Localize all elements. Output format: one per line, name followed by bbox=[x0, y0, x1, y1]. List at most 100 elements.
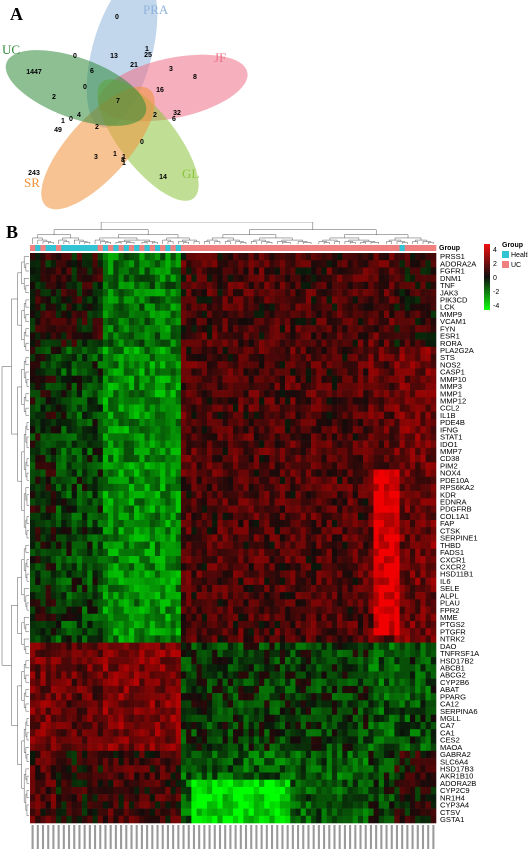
heatmap-cell bbox=[253, 375, 260, 384]
heatmap-cell bbox=[352, 426, 359, 434]
heatmap-cell bbox=[331, 462, 338, 470]
heatmap-cell bbox=[165, 628, 171, 636]
heatmap-cell bbox=[30, 541, 36, 550]
heatmap-cell bbox=[154, 592, 161, 600]
heatmap-cell bbox=[212, 519, 218, 528]
heatmap-cell bbox=[326, 339, 333, 348]
heatmap-cell bbox=[253, 411, 260, 420]
heatmap-cell bbox=[394, 418, 400, 427]
heatmap-cell bbox=[399, 433, 406, 441]
heatmap-cell bbox=[35, 671, 41, 679]
heatmap-cell bbox=[175, 512, 182, 521]
heatmap-cell bbox=[253, 541, 260, 550]
heatmap-cell bbox=[305, 368, 312, 376]
heatmap-cell bbox=[56, 592, 62, 600]
heatmap-cell bbox=[144, 368, 151, 376]
heatmap-cell bbox=[425, 570, 432, 578]
heatmap-cell bbox=[259, 455, 265, 463]
heatmap-cell bbox=[311, 570, 317, 578]
heatmap-cell bbox=[409, 534, 416, 542]
heatmap-cell bbox=[295, 390, 301, 398]
heatmap-cell bbox=[71, 253, 78, 261]
heatmap-cell bbox=[118, 361, 124, 369]
heatmap-cell bbox=[342, 563, 348, 571]
heatmap-cell bbox=[118, 397, 124, 405]
heatmap-cell bbox=[420, 606, 426, 615]
heatmap-cell bbox=[337, 491, 343, 499]
heatmap-cell bbox=[82, 390, 88, 398]
heatmap-cell bbox=[337, 303, 343, 312]
heatmap-cell bbox=[321, 267, 327, 275]
heatmap-cell bbox=[305, 483, 312, 492]
heatmap-cell bbox=[285, 664, 291, 672]
heatmap-cell bbox=[92, 404, 98, 413]
heatmap-cell bbox=[139, 354, 145, 362]
venn-count: 1447 bbox=[26, 69, 42, 76]
heatmap-cell bbox=[175, 556, 182, 564]
heatmap-cell bbox=[144, 253, 151, 261]
heatmap-cell bbox=[66, 577, 72, 586]
heatmap-cell bbox=[165, 606, 171, 615]
heatmap-cell bbox=[71, 548, 78, 557]
heatmap-cell bbox=[316, 390, 322, 398]
heatmap-cell bbox=[316, 635, 322, 643]
heatmap-cell bbox=[175, 469, 182, 477]
heatmap-cell bbox=[35, 375, 41, 384]
heatmap-cell bbox=[316, 628, 322, 636]
heatmap-cell bbox=[420, 375, 426, 384]
heatmap-cell bbox=[97, 253, 104, 261]
heatmap-cell bbox=[425, 281, 432, 290]
heatmap-cell bbox=[233, 390, 239, 398]
column-dendrogram bbox=[32, 222, 434, 244]
heatmap-cell bbox=[191, 635, 197, 643]
heatmap-cell bbox=[56, 368, 62, 376]
heatmap-cell bbox=[66, 491, 72, 499]
heatmap-cell bbox=[128, 469, 135, 477]
heatmap-cell bbox=[337, 628, 343, 636]
heatmap-cell bbox=[71, 556, 78, 564]
heatmap-cell bbox=[269, 606, 275, 615]
heatmap-cell bbox=[311, 346, 317, 355]
heatmap-cell bbox=[170, 253, 177, 261]
heatmap-cell bbox=[253, 325, 260, 333]
heatmap-cell bbox=[144, 592, 151, 600]
heatmap-cell bbox=[97, 541, 104, 550]
heatmap-cell bbox=[222, 462, 229, 470]
heatmap-cell bbox=[357, 693, 364, 701]
heatmap-cell bbox=[40, 700, 46, 708]
heatmap-cell bbox=[373, 519, 380, 528]
heatmap-cell bbox=[311, 260, 317, 268]
heatmap-cell bbox=[102, 281, 109, 290]
heatmap-cell bbox=[50, 368, 57, 376]
heatmap-cell bbox=[404, 657, 411, 665]
heatmap-cell bbox=[368, 260, 374, 268]
heatmap-cell bbox=[170, 498, 177, 506]
heatmap-cell bbox=[305, 310, 312, 319]
heatmap-cell bbox=[66, 620, 72, 629]
heatmap-cell bbox=[243, 519, 249, 528]
heatmap-cell bbox=[389, 563, 395, 571]
heatmap-cell bbox=[123, 628, 130, 636]
heatmap-cell bbox=[40, 440, 46, 449]
heatmap-cell bbox=[264, 628, 270, 636]
heatmap-cell bbox=[425, 390, 432, 398]
heatmap-cell bbox=[311, 469, 317, 477]
venn-count: 25 bbox=[144, 52, 152, 59]
heatmap-cell bbox=[368, 346, 374, 355]
heatmap-cell bbox=[149, 455, 156, 463]
heatmap-cell bbox=[35, 505, 41, 514]
heatmap-cell bbox=[285, 310, 291, 319]
heatmap-cell bbox=[415, 440, 421, 449]
heatmap-cell bbox=[61, 628, 67, 636]
heatmap-cell bbox=[139, 462, 145, 470]
heatmap-cell bbox=[175, 664, 182, 672]
heatmap-cell bbox=[316, 592, 322, 600]
heatmap-cell bbox=[326, 505, 333, 514]
heatmap-cell bbox=[337, 404, 343, 413]
heatmap-cell bbox=[154, 462, 161, 470]
heatmap-cell bbox=[352, 592, 359, 600]
heatmap-cell bbox=[373, 512, 380, 521]
heatmap-cell bbox=[196, 296, 203, 304]
heatmap-cell bbox=[399, 491, 406, 499]
heatmap-cell bbox=[35, 628, 41, 636]
